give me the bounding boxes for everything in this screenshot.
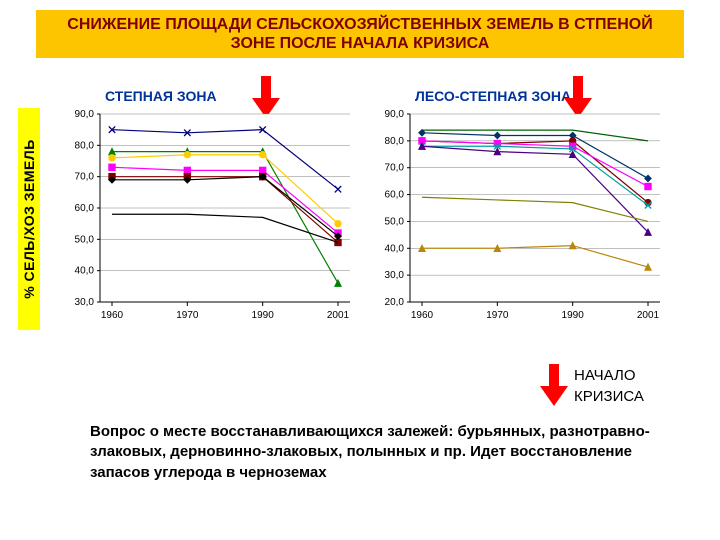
crisis-label-line2: КРИЗИСА — [574, 388, 644, 405]
svg-text:2001: 2001 — [327, 310, 350, 321]
svg-text:40,0: 40,0 — [75, 266, 95, 277]
svg-text:70,0: 70,0 — [75, 172, 95, 183]
svg-text:90,0: 90,0 — [75, 109, 95, 120]
svg-text:80,0: 80,0 — [385, 136, 405, 147]
svg-text:1970: 1970 — [486, 310, 509, 321]
svg-text:20,0: 20,0 — [385, 297, 405, 308]
svg-text:50,0: 50,0 — [385, 216, 405, 227]
title-text: СНИЖЕНИЕ ПЛОЩАДИ СЕЛЬСКОХОЗЯЙСТВЕННЫХ ЗЕ… — [44, 15, 676, 53]
svg-text:2001: 2001 — [637, 310, 660, 321]
title-banner: СНИЖЕНИЕ ПЛОЩАДИ СЕЛЬСКОХОЗЯЙСТВЕННЫХ ЗЕ… — [36, 10, 684, 58]
svg-text:30,0: 30,0 — [385, 270, 405, 281]
y-axis-label: % СЕЛЬ/ХОЗ ЗЕМЕЛЬ — [21, 139, 37, 299]
charts-container: 30,0 40,0 50,0 60,0 70,0 80,0 90,0 1960 1970 1990… — [62, 108, 682, 338]
subtitle-right: ЛЕСО-СТЕПНАЯ ЗОНА — [415, 88, 571, 104]
svg-text:1960: 1960 — [411, 310, 434, 321]
y-axis-label-box: % СЕЛЬ/ХОЗ ЗЕМЕЛЬ — [18, 108, 40, 330]
svg-text:1990: 1990 — [562, 310, 585, 321]
subtitle-left: СТЕПНАЯ ЗОНА — [105, 88, 217, 104]
svg-text:1960: 1960 — [101, 310, 124, 321]
arrow-crisis-legend — [540, 364, 568, 406]
svg-text:80,0: 80,0 — [75, 140, 95, 151]
svg-text:50,0: 50,0 — [75, 234, 95, 245]
svg-text:30,0: 30,0 — [75, 297, 95, 308]
crisis-legend-label: НАЧАЛО КРИЗИСА — [574, 365, 644, 407]
svg-text:1970: 1970 — [176, 310, 199, 321]
svg-text:70,0: 70,0 — [385, 163, 405, 174]
charts-svg: 30,0 40,0 50,0 60,0 70,0 80,0 90,0 1960 1970 1990… — [62, 108, 682, 338]
svg-text:40,0: 40,0 — [385, 243, 405, 254]
svg-text:60,0: 60,0 — [385, 190, 405, 201]
crisis-label-line1: НАЧАЛО — [574, 367, 636, 384]
svg-text:1990: 1990 — [252, 310, 275, 321]
svg-text:90,0: 90,0 — [385, 109, 405, 120]
svg-text:60,0: 60,0 — [75, 203, 95, 214]
footer-text: Вопрос о месте восстанавливающихся залеж… — [90, 422, 650, 483]
